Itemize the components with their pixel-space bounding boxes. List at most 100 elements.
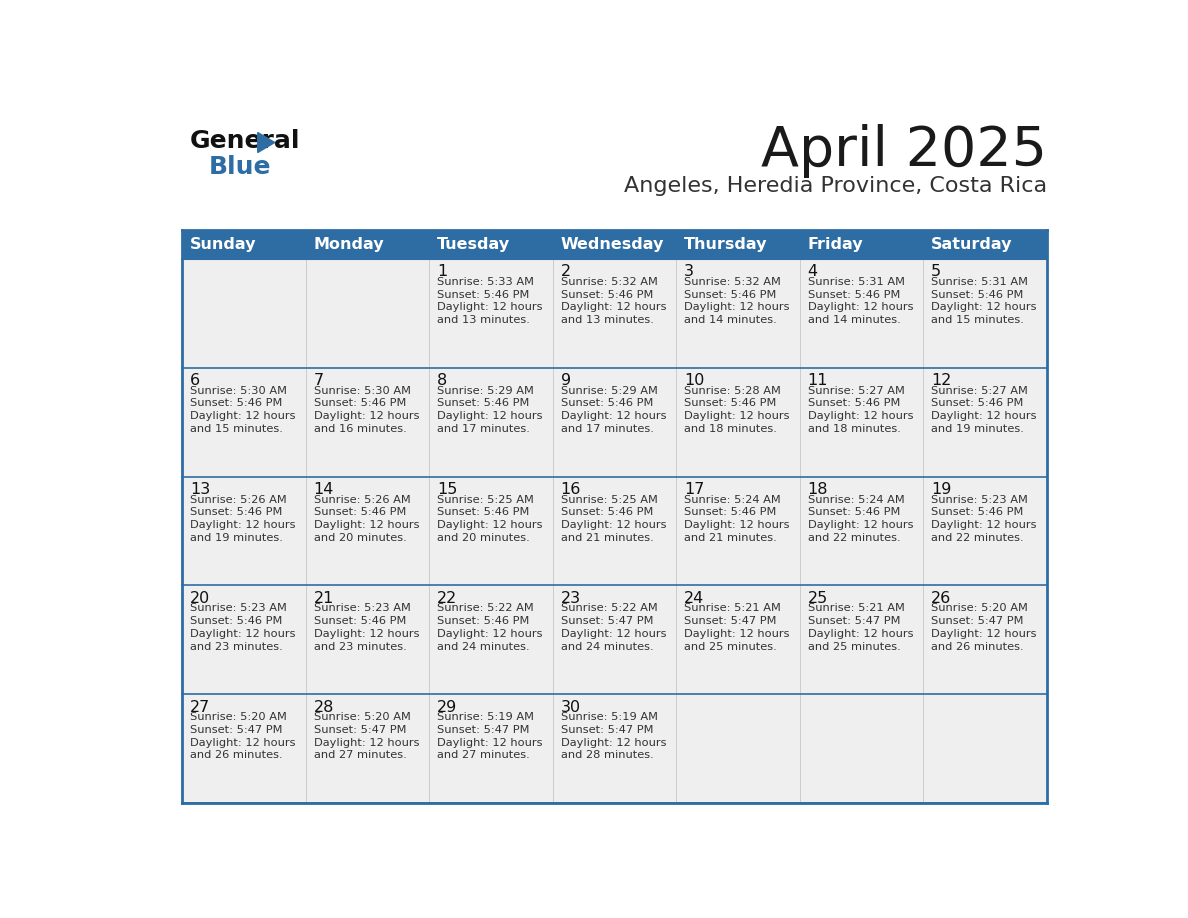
Text: Sunset: 5:47 PM: Sunset: 5:47 PM bbox=[808, 616, 901, 626]
Text: and 14 minutes.: and 14 minutes. bbox=[684, 315, 777, 325]
Bar bbox=[800, 230, 923, 259]
Text: Sunrise: 5:25 AM: Sunrise: 5:25 AM bbox=[437, 495, 533, 505]
Bar bbox=[552, 586, 676, 694]
Text: and 27 minutes.: and 27 minutes. bbox=[437, 751, 530, 760]
Text: 18: 18 bbox=[808, 482, 828, 497]
Text: Sunrise: 5:20 AM: Sunrise: 5:20 AM bbox=[190, 712, 286, 722]
Bar bbox=[552, 367, 676, 476]
Text: 25: 25 bbox=[808, 591, 828, 606]
Bar bbox=[429, 230, 552, 259]
Text: Daylight: 12 hours: Daylight: 12 hours bbox=[931, 411, 1037, 421]
Text: Sunset: 5:46 PM: Sunset: 5:46 PM bbox=[437, 289, 530, 299]
Bar bbox=[182, 259, 305, 367]
Text: Daylight: 12 hours: Daylight: 12 hours bbox=[684, 520, 790, 530]
Bar bbox=[182, 586, 305, 694]
Text: Daylight: 12 hours: Daylight: 12 hours bbox=[190, 411, 296, 421]
Text: 13: 13 bbox=[190, 482, 210, 497]
Text: and 18 minutes.: and 18 minutes. bbox=[808, 424, 901, 434]
Text: Daylight: 12 hours: Daylight: 12 hours bbox=[684, 629, 790, 639]
Text: 5: 5 bbox=[931, 264, 941, 279]
Text: 17: 17 bbox=[684, 482, 704, 497]
Text: Sunrise: 5:32 AM: Sunrise: 5:32 AM bbox=[684, 277, 781, 286]
Text: Sunrise: 5:31 AM: Sunrise: 5:31 AM bbox=[808, 277, 904, 286]
Text: Sunset: 5:46 PM: Sunset: 5:46 PM bbox=[190, 616, 283, 626]
Text: and 24 minutes.: and 24 minutes. bbox=[561, 642, 653, 652]
Text: Sunset: 5:46 PM: Sunset: 5:46 PM bbox=[437, 616, 530, 626]
Text: Sunrise: 5:20 AM: Sunrise: 5:20 AM bbox=[314, 712, 410, 722]
Text: Thursday: Thursday bbox=[684, 237, 767, 252]
Text: and 20 minutes.: and 20 minutes. bbox=[437, 532, 530, 543]
Text: 22: 22 bbox=[437, 591, 457, 606]
Text: 29: 29 bbox=[437, 700, 457, 715]
Text: Sunset: 5:46 PM: Sunset: 5:46 PM bbox=[190, 508, 283, 518]
Text: Monday: Monday bbox=[314, 237, 384, 252]
Text: Daylight: 12 hours: Daylight: 12 hours bbox=[314, 411, 419, 421]
Text: and 19 minutes.: and 19 minutes. bbox=[931, 424, 1024, 434]
Text: Sunrise: 5:20 AM: Sunrise: 5:20 AM bbox=[931, 603, 1028, 613]
Text: April 2025: April 2025 bbox=[762, 124, 1047, 178]
Text: Sunrise: 5:26 AM: Sunrise: 5:26 AM bbox=[190, 495, 286, 505]
Bar bbox=[182, 476, 305, 586]
Bar bbox=[676, 259, 800, 367]
Text: Sunrise: 5:22 AM: Sunrise: 5:22 AM bbox=[561, 603, 657, 613]
Text: and 26 minutes.: and 26 minutes. bbox=[190, 751, 283, 760]
Text: Sunrise: 5:30 AM: Sunrise: 5:30 AM bbox=[190, 386, 287, 396]
Bar bbox=[305, 259, 429, 367]
Text: Sunset: 5:46 PM: Sunset: 5:46 PM bbox=[190, 398, 283, 409]
Text: Daylight: 12 hours: Daylight: 12 hours bbox=[437, 302, 543, 312]
Bar bbox=[182, 694, 305, 803]
Text: Daylight: 12 hours: Daylight: 12 hours bbox=[190, 738, 296, 748]
Text: 20: 20 bbox=[190, 591, 210, 606]
Bar bbox=[923, 367, 1047, 476]
Text: Sunrise: 5:28 AM: Sunrise: 5:28 AM bbox=[684, 386, 781, 396]
Bar bbox=[305, 367, 429, 476]
Bar bbox=[429, 476, 552, 586]
Text: 12: 12 bbox=[931, 373, 952, 388]
Bar bbox=[552, 694, 676, 803]
Text: Friday: Friday bbox=[808, 237, 864, 252]
Text: and 25 minutes.: and 25 minutes. bbox=[808, 642, 901, 652]
Text: Sunrise: 5:24 AM: Sunrise: 5:24 AM bbox=[684, 495, 781, 505]
Text: Sunset: 5:46 PM: Sunset: 5:46 PM bbox=[808, 508, 901, 518]
Text: 15: 15 bbox=[437, 482, 457, 497]
Text: Daylight: 12 hours: Daylight: 12 hours bbox=[314, 738, 419, 748]
Bar bbox=[552, 230, 676, 259]
Text: Sunrise: 5:23 AM: Sunrise: 5:23 AM bbox=[931, 495, 1028, 505]
Text: Sunset: 5:46 PM: Sunset: 5:46 PM bbox=[314, 398, 406, 409]
Bar bbox=[800, 694, 923, 803]
Text: and 24 minutes.: and 24 minutes. bbox=[437, 642, 530, 652]
Text: Daylight: 12 hours: Daylight: 12 hours bbox=[808, 411, 914, 421]
Text: Sunrise: 5:29 AM: Sunrise: 5:29 AM bbox=[561, 386, 657, 396]
Text: 27: 27 bbox=[190, 700, 210, 715]
Bar bbox=[429, 694, 552, 803]
Text: 24: 24 bbox=[684, 591, 704, 606]
Text: and 14 minutes.: and 14 minutes. bbox=[808, 315, 901, 325]
Text: and 16 minutes.: and 16 minutes. bbox=[314, 424, 406, 434]
Text: and 23 minutes.: and 23 minutes. bbox=[314, 642, 406, 652]
Text: Saturday: Saturday bbox=[931, 237, 1012, 252]
Text: Daylight: 12 hours: Daylight: 12 hours bbox=[437, 411, 543, 421]
Bar bbox=[429, 259, 552, 367]
Text: Daylight: 12 hours: Daylight: 12 hours bbox=[437, 629, 543, 639]
Text: and 26 minutes.: and 26 minutes. bbox=[931, 642, 1024, 652]
Text: Sunset: 5:46 PM: Sunset: 5:46 PM bbox=[808, 398, 901, 409]
Text: Sunset: 5:46 PM: Sunset: 5:46 PM bbox=[561, 398, 653, 409]
Text: and 21 minutes.: and 21 minutes. bbox=[561, 532, 653, 543]
Text: and 15 minutes.: and 15 minutes. bbox=[190, 424, 283, 434]
Bar bbox=[552, 476, 676, 586]
Text: 7: 7 bbox=[314, 373, 323, 388]
Text: Daylight: 12 hours: Daylight: 12 hours bbox=[561, 520, 666, 530]
Text: 28: 28 bbox=[314, 700, 334, 715]
Text: Sunset: 5:46 PM: Sunset: 5:46 PM bbox=[561, 508, 653, 518]
Text: Sunrise: 5:24 AM: Sunrise: 5:24 AM bbox=[808, 495, 904, 505]
Bar bbox=[182, 230, 305, 259]
Text: Sunset: 5:46 PM: Sunset: 5:46 PM bbox=[561, 289, 653, 299]
Text: and 18 minutes.: and 18 minutes. bbox=[684, 424, 777, 434]
Bar bbox=[923, 586, 1047, 694]
Bar bbox=[676, 230, 800, 259]
Text: Sunset: 5:47 PM: Sunset: 5:47 PM bbox=[931, 616, 1024, 626]
Text: and 17 minutes.: and 17 minutes. bbox=[437, 424, 530, 434]
Text: Sunset: 5:46 PM: Sunset: 5:46 PM bbox=[684, 508, 777, 518]
Text: 14: 14 bbox=[314, 482, 334, 497]
Text: Sunrise: 5:29 AM: Sunrise: 5:29 AM bbox=[437, 386, 533, 396]
